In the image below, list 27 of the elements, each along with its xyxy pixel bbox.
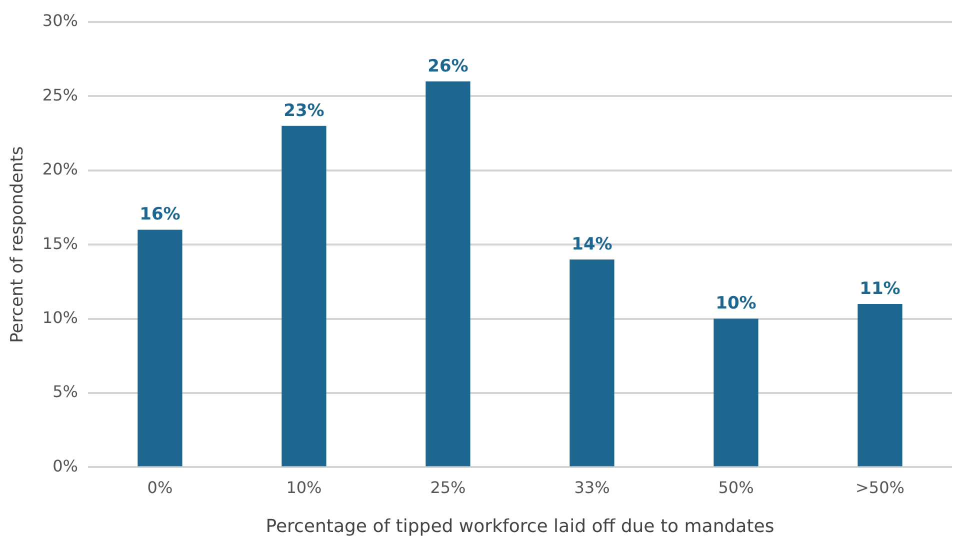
y-tick-label: 5% <box>52 382 78 402</box>
data-label: 26% <box>428 56 468 76</box>
x-tick-label: 50% <box>718 478 754 497</box>
y-axis-title: Percent of respondents <box>8 146 28 343</box>
y-tick-label: 15% <box>42 234 78 253</box>
x-tick-label: 33% <box>574 478 610 497</box>
data-label: 14% <box>572 234 612 254</box>
data-label: 11% <box>860 278 900 299</box>
y-tick-label: 10% <box>42 308 78 327</box>
x-tick-label: 10% <box>286 478 322 497</box>
y-tick-label: 30% <box>42 11 78 30</box>
data-label: 10% <box>716 294 756 314</box>
y-tick-label: 20% <box>42 160 78 179</box>
y-tick-label: 25% <box>42 85 78 104</box>
x-tick-label: >50% <box>856 478 904 497</box>
bar <box>138 230 182 466</box>
data-label: 16% <box>140 204 180 225</box>
x-axis-title: Percentage of tipped workforce laid off due to mandates <box>266 516 774 537</box>
bar <box>858 304 902 466</box>
y-tick-label: 0% <box>52 456 78 476</box>
data-label: 23% <box>284 100 324 121</box>
x-tick-label: 0% <box>147 478 173 497</box>
x-tick-label: 25% <box>430 478 466 497</box>
bar <box>714 318 758 466</box>
bar <box>426 81 470 466</box>
bar <box>570 259 614 466</box>
bar <box>282 126 326 466</box>
